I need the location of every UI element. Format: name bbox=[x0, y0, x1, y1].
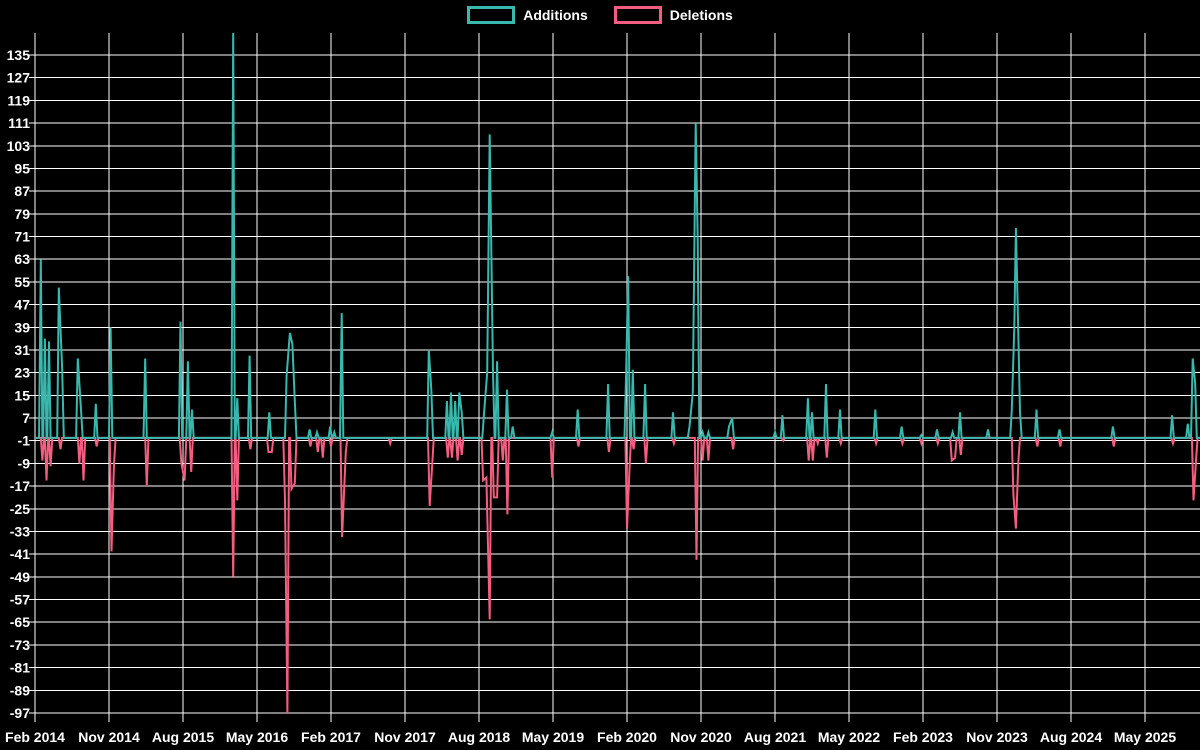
y-tick-label: -9 bbox=[18, 455, 31, 471]
y-tick-label: -89 bbox=[10, 682, 30, 698]
y-tick-label: 23 bbox=[14, 365, 30, 381]
x-tick-label: May 2022 bbox=[818, 729, 880, 745]
x-tick-label: Aug 2021 bbox=[744, 729, 806, 745]
y-tick-label: 87 bbox=[14, 183, 30, 199]
y-tick-label: 31 bbox=[14, 342, 30, 358]
x-tick-label: Aug 2018 bbox=[448, 729, 510, 745]
y-tick-label: -73 bbox=[10, 637, 30, 653]
y-tick-label: 39 bbox=[14, 319, 30, 335]
y-tick-label: 7 bbox=[22, 410, 30, 426]
y-tick-label: 55 bbox=[14, 274, 30, 290]
y-tick-label: 63 bbox=[14, 251, 30, 267]
y-tick-label: 119 bbox=[7, 92, 30, 108]
y-tick-label: 135 bbox=[7, 47, 31, 63]
y-tick-label: -33 bbox=[10, 523, 30, 539]
y-tick-label: -65 bbox=[10, 614, 30, 630]
y-tick-label: 71 bbox=[14, 229, 30, 245]
y-tick-label: -97 bbox=[10, 705, 30, 721]
y-tick-label: 95 bbox=[14, 160, 30, 176]
x-tick-label: May 2025 bbox=[1114, 729, 1176, 745]
x-axis-labels: Feb 2014 Nov 2014 Aug 2015 May 2016 Feb 2017… bbox=[5, 729, 1176, 745]
legend-item-deletions[interactable]: Deletions bbox=[613, 6, 733, 24]
x-tick-label: Nov 2020 bbox=[670, 729, 732, 745]
x-tick-label: Nov 2017 bbox=[374, 729, 436, 745]
gridlines bbox=[29, 33, 1200, 722]
x-tick-label: Feb 2023 bbox=[893, 729, 953, 745]
chart-legend: Additions Deletions bbox=[0, 6, 1200, 24]
y-tick-label: -1 bbox=[18, 433, 31, 449]
y-tick-label: -25 bbox=[10, 501, 30, 517]
x-tick-label: May 2019 bbox=[522, 729, 584, 745]
y-tick-label: 111 bbox=[8, 115, 30, 131]
x-tick-label: Nov 2014 bbox=[78, 729, 140, 745]
y-tick-label: 79 bbox=[14, 206, 30, 222]
x-tick-label: Feb 2014 bbox=[5, 729, 65, 745]
y-axis-labels: 135 127 119 111 103 95 87 79 71 63 55 47 39 31 23 15 7 -1… bbox=[7, 47, 31, 721]
x-tick-label: Nov 2023 bbox=[966, 729, 1028, 745]
x-tick-label: Feb 2017 bbox=[301, 729, 361, 745]
additions-color-swatch bbox=[467, 6, 516, 24]
y-tick-label: 127 bbox=[7, 70, 31, 86]
legend-label-deletions: Deletions bbox=[669, 7, 733, 23]
legend-item-additions[interactable]: Additions bbox=[467, 6, 588, 24]
deletions-color-swatch bbox=[613, 6, 662, 24]
x-tick-label: Feb 2020 bbox=[597, 729, 657, 745]
y-tick-label: 47 bbox=[14, 297, 30, 313]
y-tick-label: -81 bbox=[10, 660, 30, 676]
series-deletions bbox=[35, 436, 1200, 714]
y-tick-label: 15 bbox=[14, 387, 30, 403]
y-tick-label: -57 bbox=[10, 592, 30, 608]
y-tick-label: 103 bbox=[7, 138, 31, 154]
x-tick-label: Aug 2024 bbox=[1040, 729, 1102, 745]
y-tick-label: -49 bbox=[10, 569, 30, 585]
x-tick-label: Aug 2015 bbox=[152, 729, 214, 745]
y-tick-label: -41 bbox=[10, 546, 30, 562]
x-tick-label: May 2016 bbox=[226, 729, 288, 745]
legend-label-additions: Additions bbox=[523, 7, 588, 23]
y-tick-label: -17 bbox=[10, 478, 30, 494]
series-additions bbox=[35, 33, 1200, 439]
